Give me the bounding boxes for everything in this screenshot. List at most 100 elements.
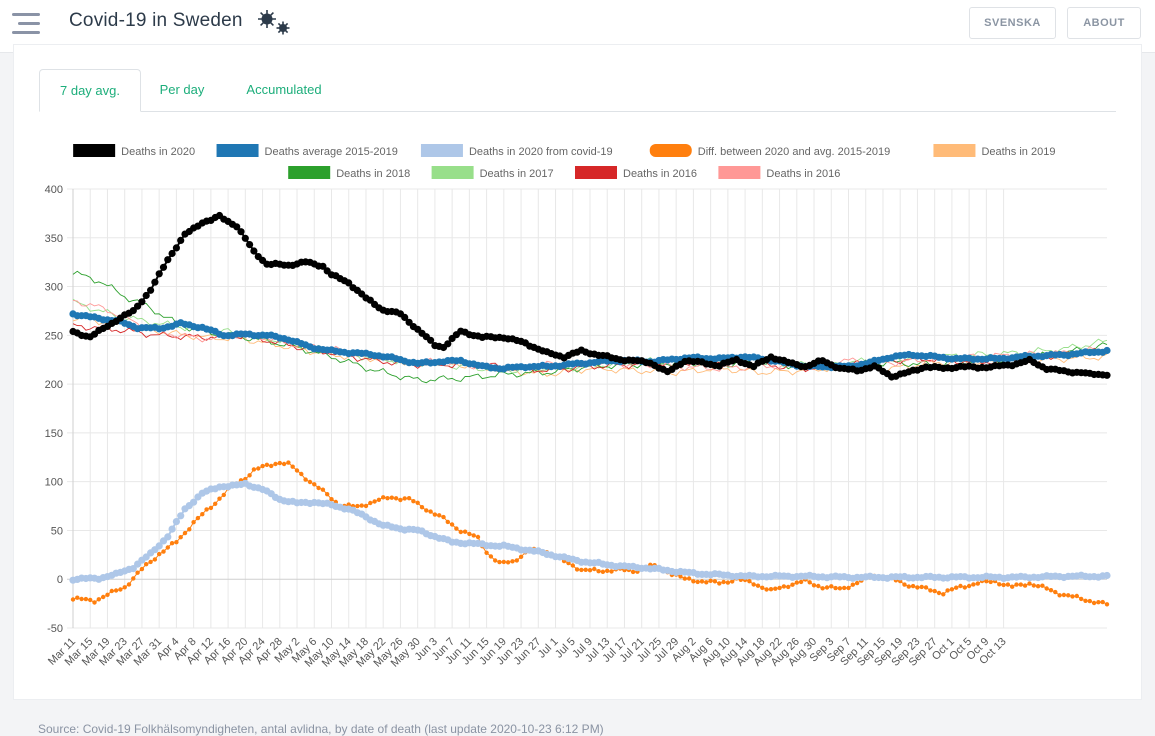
data-point-diff-between-2020-and-avg-2015-2019: [1061, 592, 1067, 598]
data-point-diff-between-2020-and-avg-2015-2019: [178, 535, 183, 540]
language-button[interactable]: SVENSKA: [969, 7, 1056, 39]
legend-swatch-diff-between-2020-and-avg-2015-2019: [649, 144, 692, 157]
tab-per-day[interactable]: Per day: [159, 82, 205, 97]
data-point-diff-between-2020-and-avg-2015-2019: [682, 576, 687, 581]
data-point-diff-between-2020-and-avg-2015-2019: [1027, 581, 1032, 586]
tab-accumulated[interactable]: Accumulated: [246, 82, 322, 97]
data-point-diff-between-2020-and-avg-2015-2019: [454, 526, 459, 531]
y-tick-label: 0: [57, 574, 63, 586]
data-point-diff-between-2020-and-avg-2015-2019: [574, 567, 580, 572]
virus-icon: [258, 10, 290, 35]
data-point-deaths-in-2020: [237, 228, 245, 236]
data-point-diff-between-2020-and-avg-2015-2019: [630, 569, 636, 575]
y-tick-label: -50: [47, 623, 63, 635]
data-point-diff-between-2020-and-avg-2015-2019: [798, 579, 804, 585]
data-point-diff-between-2020-and-avg-2015-2019: [213, 501, 218, 506]
data-point-deaths-in-2020: [168, 249, 176, 258]
legend-label-diff-between-2020-and-avg-2015-2019: Diff. between 2020 and avg. 2015-2019: [698, 146, 890, 158]
data-point-diff-between-2020-and-avg-2015-2019: [936, 590, 942, 596]
data-point-diff-between-2020-and-avg-2015-2019: [372, 499, 377, 504]
data-point-diff-between-2020-and-avg-2015-2019: [122, 585, 127, 590]
data-point-diff-between-2020-and-avg-2015-2019: [174, 540, 179, 545]
data-point-diff-between-2020-and-avg-2015-2019: [1070, 594, 1075, 599]
data-point-diff-between-2020-and-avg-2015-2019: [945, 588, 950, 593]
legend-label-deaths-in-2020: Deaths in 2020: [121, 146, 195, 158]
legend-swatch-deaths-in-2017: [431, 166, 474, 179]
data-point-diff-between-2020-and-avg-2015-2019: [842, 585, 847, 591]
data-point-diff-between-2020-and-avg-2015-2019: [277, 460, 282, 466]
data-point-diff-between-2020-and-avg-2015-2019: [281, 461, 287, 467]
data-point-diff-between-2020-and-avg-2015-2019: [962, 585, 967, 590]
data-point-diff-between-2020-and-avg-2015-2019: [458, 529, 463, 535]
data-point-deaths-in-2020-from-covid-19: [1103, 571, 1111, 580]
data-point-diff-between-2020-and-avg-2015-2019: [686, 576, 692, 581]
data-point-diff-between-2020-and-avg-2015-2019: [704, 580, 709, 585]
data-point-diff-between-2020-and-avg-2015-2019: [794, 580, 799, 585]
data-point-diff-between-2020-and-avg-2015-2019: [320, 487, 326, 492]
legend-swatch-deaths-in-2020-from-covid-19: [420, 144, 463, 157]
data-point-deaths-in-2020: [401, 313, 409, 321]
menu-toggle-icon[interactable]: [12, 10, 40, 38]
data-point-diff-between-2020-and-avg-2015-2019: [79, 596, 84, 602]
data-point-diff-between-2020-and-avg-2015-2019: [131, 576, 136, 581]
data-point-diff-between-2020-and-avg-2015-2019: [402, 496, 407, 501]
data-point-diff-between-2020-and-avg-2015-2019: [109, 588, 115, 594]
data-point-diff-between-2020-and-avg-2015-2019: [579, 567, 584, 573]
data-point-diff-between-2020-and-avg-2015-2019: [824, 585, 830, 590]
data-point-diff-between-2020-and-avg-2015-2019: [286, 460, 291, 465]
data-point-diff-between-2020-and-avg-2015-2019: [415, 500, 420, 505]
data-point-diff-between-2020-and-avg-2015-2019: [92, 600, 97, 605]
data-point-diff-between-2020-and-avg-2015-2019: [221, 492, 226, 498]
data-point-diff-between-2020-and-avg-2015-2019: [419, 505, 425, 510]
data-point-diff-between-2020-and-avg-2015-2019: [1087, 598, 1093, 604]
data-point-diff-between-2020-and-avg-2015-2019: [1031, 583, 1037, 588]
data-point-deaths-in-2020-from-covid-19: [190, 498, 198, 506]
data-point-diff-between-2020-and-avg-2015-2019: [1100, 599, 1105, 605]
data-point-diff-between-2020-and-avg-2015-2019: [294, 468, 300, 473]
legend-swatch-deaths-in-2020: [73, 144, 116, 157]
source-note: Source: Covid-19 Folkhälsomyndigheten, a…: [38, 722, 604, 736]
data-point-diff-between-2020-and-avg-2015-2019: [747, 579, 752, 584]
data-point-diff-between-2020-and-avg-2015-2019: [264, 462, 270, 467]
data-point-diff-between-2020-and-avg-2015-2019: [919, 584, 924, 590]
data-point-diff-between-2020-and-avg-2015-2019: [829, 584, 834, 589]
y-tick-label: 50: [51, 525, 63, 537]
legend-swatch-deaths-in-2016: [575, 166, 617, 179]
about-button[interactable]: ABOUT: [1067, 7, 1141, 39]
data-point-diff-between-2020-and-avg-2015-2019: [1001, 582, 1006, 588]
data-point-diff-between-2020-and-avg-2015-2019: [1048, 588, 1054, 593]
data-point-diff-between-2020-and-avg-2015-2019: [820, 586, 825, 591]
data-point-diff-between-2020-and-avg-2015-2019: [932, 588, 937, 594]
tab-7-day-avg[interactable]: 7 day avg.: [39, 69, 141, 112]
data-point-diff-between-2020-and-avg-2015-2019: [717, 581, 722, 586]
data-point-diff-between-2020-and-avg-2015-2019: [730, 579, 735, 584]
data-point-diff-between-2020-and-avg-2015-2019: [786, 584, 791, 590]
data-point-deaths-in-2020: [1103, 371, 1111, 379]
data-point-diff-between-2020-and-avg-2015-2019: [833, 585, 838, 591]
data-point-diff-between-2020-and-avg-2015-2019: [949, 587, 955, 592]
legend-swatch-deaths-in-2019: [933, 144, 976, 157]
data-point-deaths-in-2020: [142, 291, 150, 300]
data-point-diff-between-2020-and-avg-2015-2019: [101, 594, 106, 600]
data-point-diff-between-2020-and-avg-2015-2019: [1104, 602, 1110, 607]
data-point-diff-between-2020-and-avg-2015-2019: [182, 530, 188, 536]
data-point-diff-between-2020-and-avg-2015-2019: [83, 596, 89, 602]
data-point-diff-between-2020-and-avg-2015-2019: [204, 507, 209, 512]
data-point-diff-between-2020-and-avg-2015-2019: [411, 499, 416, 504]
data-point-diff-between-2020-and-avg-2015-2019: [708, 578, 713, 583]
data-point-diff-between-2020-and-avg-2015-2019: [208, 505, 214, 511]
data-point-diff-between-2020-and-avg-2015-2019: [592, 566, 597, 572]
data-point-diff-between-2020-and-avg-2015-2019: [928, 588, 933, 593]
data-point-diff-between-2020-and-avg-2015-2019: [381, 495, 386, 500]
data-point-diff-between-2020-and-avg-2015-2019: [941, 592, 946, 597]
data-point-diff-between-2020-and-avg-2015-2019: [187, 527, 192, 532]
data-point-deaths-in-2020: [233, 223, 241, 231]
data-point-diff-between-2020-and-avg-2015-2019: [1044, 586, 1049, 591]
data-point-deaths-in-2020: [345, 279, 353, 287]
data-point-diff-between-2020-and-avg-2015-2019: [316, 485, 321, 491]
data-point-deaths-in-2020: [147, 286, 155, 294]
legend-swatch-deaths-average-2015-2019: [216, 144, 259, 157]
data-point-diff-between-2020-and-avg-2015-2019: [764, 587, 769, 592]
y-tick-label: 300: [45, 282, 63, 294]
data-point-diff-between-2020-and-avg-2015-2019: [152, 557, 158, 562]
